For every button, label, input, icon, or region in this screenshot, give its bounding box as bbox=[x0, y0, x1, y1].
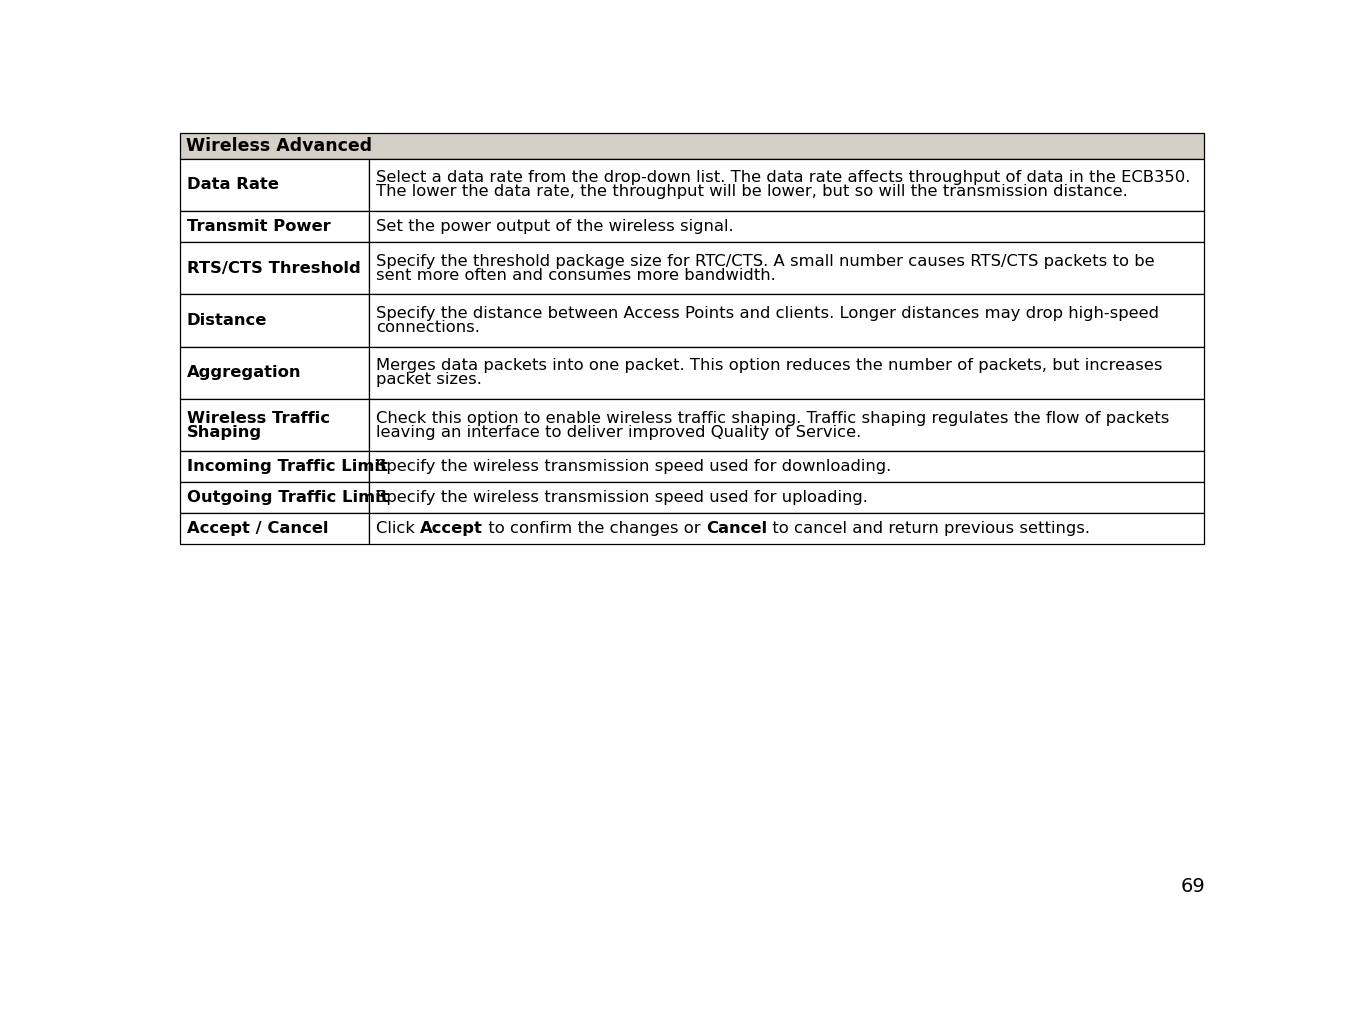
Text: Set the power output of the wireless signal.: Set the power output of the wireless sig… bbox=[377, 219, 734, 234]
Text: to confirm the changes or: to confirm the changes or bbox=[483, 521, 706, 536]
Bar bbox=[369, 211, 1204, 242]
Text: RTS/CTS Threshold: RTS/CTS Threshold bbox=[186, 261, 360, 276]
Text: connections.: connections. bbox=[377, 320, 481, 335]
Text: Merges data packets into one packet. This option reduces the number of packets, : Merges data packets into one packet. Thi… bbox=[377, 358, 1162, 374]
Bar bbox=[369, 294, 1204, 347]
Bar bbox=[369, 452, 1204, 482]
Bar bbox=[369, 399, 1204, 452]
Text: Specify the distance between Access Points and clients. Longer distances may dro: Specify the distance between Access Poin… bbox=[377, 306, 1160, 321]
Bar bbox=[180, 211, 369, 242]
Text: packet sizes.: packet sizes. bbox=[377, 373, 482, 388]
Bar bbox=[369, 513, 1204, 544]
Bar bbox=[180, 399, 369, 452]
Bar bbox=[180, 242, 369, 294]
Text: leaving an interface to deliver improved Quality of Service.: leaving an interface to deliver improved… bbox=[377, 424, 861, 439]
Text: Shaping: Shaping bbox=[186, 424, 262, 439]
Text: Wireless Traffic: Wireless Traffic bbox=[186, 411, 329, 425]
Bar bbox=[180, 158, 369, 211]
Text: Accept / Cancel: Accept / Cancel bbox=[186, 521, 328, 536]
Bar bbox=[180, 294, 369, 347]
Text: The lower the data rate, the throughput will be lower, but so will the transmiss: The lower the data rate, the throughput … bbox=[377, 185, 1127, 200]
Text: Click: Click bbox=[377, 521, 420, 536]
Text: Data Rate: Data Rate bbox=[186, 178, 278, 193]
Text: to cancel and return previous settings.: to cancel and return previous settings. bbox=[767, 521, 1091, 536]
Bar bbox=[369, 347, 1204, 399]
Bar bbox=[180, 347, 369, 399]
Text: Distance: Distance bbox=[186, 313, 267, 328]
Text: Specify the wireless transmission speed used for downloading.: Specify the wireless transmission speed … bbox=[377, 459, 891, 474]
Text: 69: 69 bbox=[1181, 877, 1206, 895]
Text: Outgoing Traffic Limit: Outgoing Traffic Limit bbox=[186, 490, 389, 505]
Text: Specify the wireless transmission speed used for uploading.: Specify the wireless transmission speed … bbox=[377, 490, 868, 505]
Text: Select a data rate from the drop-down list. The data rate affects throughput of : Select a data rate from the drop-down li… bbox=[377, 171, 1191, 186]
Text: Cancel: Cancel bbox=[706, 521, 767, 536]
Bar bbox=[369, 158, 1204, 211]
Text: Accept: Accept bbox=[420, 521, 483, 536]
Text: sent more often and consumes more bandwidth.: sent more often and consumes more bandwi… bbox=[377, 268, 776, 282]
Text: Specify the threshold package size for RTC/CTS. A small number causes RTS/CTS pa: Specify the threshold package size for R… bbox=[377, 254, 1154, 269]
Bar bbox=[180, 452, 369, 482]
Bar bbox=[180, 482, 369, 513]
Bar bbox=[180, 133, 1204, 158]
Bar bbox=[180, 513, 369, 544]
Bar bbox=[369, 242, 1204, 294]
Bar bbox=[369, 482, 1204, 513]
Text: Aggregation: Aggregation bbox=[186, 365, 301, 381]
Text: Transmit Power: Transmit Power bbox=[186, 219, 331, 234]
Text: Wireless Advanced: Wireless Advanced bbox=[186, 137, 371, 154]
Text: Check this option to enable wireless traffic shaping. Traffic shaping regulates : Check this option to enable wireless tra… bbox=[377, 411, 1169, 425]
Text: Incoming Traffic Limit: Incoming Traffic Limit bbox=[186, 459, 387, 474]
